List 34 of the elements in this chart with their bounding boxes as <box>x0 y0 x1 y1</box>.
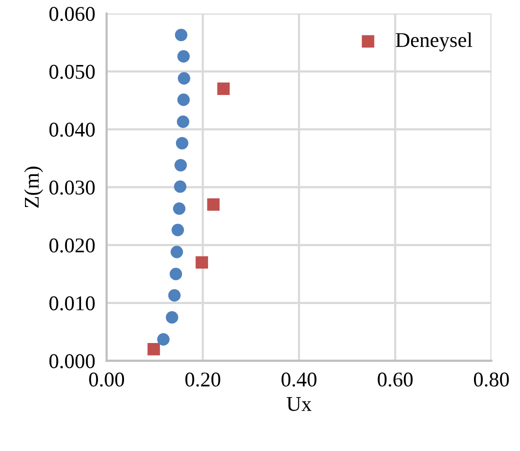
point <box>177 94 190 106</box>
point <box>172 224 184 236</box>
y-axis-title: Z(m) <box>24 166 44 208</box>
point <box>217 82 230 95</box>
y-tick-label: 0.030 <box>49 180 95 195</box>
point <box>170 268 182 280</box>
x-tick-label: 0.40 <box>282 372 316 387</box>
point <box>174 180 186 193</box>
point <box>207 198 220 211</box>
x-tick-label: 0.00 <box>89 372 124 387</box>
y-tick-label: 0.010 <box>49 296 95 310</box>
point <box>166 311 178 324</box>
legend-label: Deneysel <box>396 32 472 52</box>
y-tick-label: 0.040 <box>49 122 95 137</box>
point <box>178 72 190 85</box>
x-tick-label: 0.60 <box>378 372 413 387</box>
point <box>173 202 186 215</box>
x-axis-title: Ux <box>286 397 312 412</box>
y-tick-label: 0.050 <box>49 64 95 79</box>
x-tick-label: 0.20 <box>185 372 220 387</box>
point <box>168 289 181 302</box>
x-tick-label: 0.80 <box>474 372 509 387</box>
point <box>157 333 170 346</box>
point <box>176 116 190 128</box>
y-tick-label: 0.000 <box>49 354 95 368</box>
point <box>174 158 187 172</box>
y-tick-label: 0.020 <box>49 238 95 253</box>
y-tick-label: 0.060 <box>49 6 95 22</box>
point <box>176 136 188 150</box>
point <box>174 28 188 42</box>
point <box>177 50 190 63</box>
point <box>170 246 184 258</box>
point <box>148 343 160 356</box>
point <box>196 256 208 269</box>
